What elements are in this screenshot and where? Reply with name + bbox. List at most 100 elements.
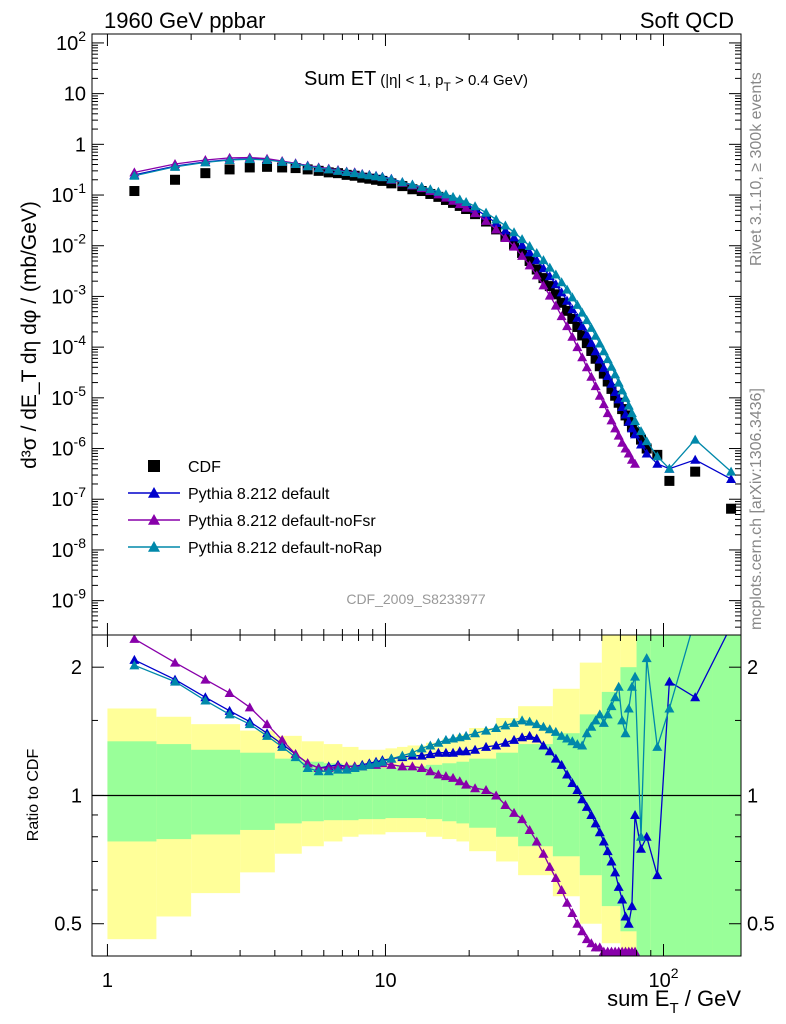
mc-point-1 bbox=[577, 321, 588, 331]
mc-point-3 bbox=[277, 156, 288, 166]
mc-point-3 bbox=[610, 369, 621, 379]
ratio-point-2 bbox=[333, 764, 344, 774]
legend-marker bbox=[148, 541, 160, 552]
mc-point-2 bbox=[602, 408, 613, 418]
stat-uncertainty-band bbox=[156, 744, 192, 840]
stat-uncertainty-band bbox=[396, 766, 408, 819]
mc-point-3 bbox=[652, 451, 663, 461]
cdf-point bbox=[550, 289, 561, 300]
stat-uncertainty-band bbox=[274, 758, 302, 824]
legend-label: Pythia 8.212 default bbox=[188, 486, 330, 503]
y-tick-label: 102 bbox=[56, 28, 86, 55]
mc-point-2 bbox=[562, 321, 573, 331]
stat-uncertainty-band bbox=[107, 741, 157, 842]
ratio-y-tick-label: 1 bbox=[71, 785, 82, 807]
ratio-point-2 bbox=[613, 681, 624, 691]
mc-point-2 bbox=[481, 215, 492, 225]
ratio-point-2 bbox=[623, 703, 634, 713]
ratio-point-0 bbox=[690, 692, 701, 702]
cdf-point bbox=[129, 186, 140, 197]
ratio-point-0 bbox=[606, 856, 617, 866]
ratio-point-0 bbox=[594, 827, 605, 837]
ratio-point-0 bbox=[652, 870, 663, 880]
ratio-point-0 bbox=[517, 732, 528, 742]
ratio-point-2 bbox=[461, 730, 472, 740]
ratio-point-0 bbox=[556, 759, 567, 769]
mc-point-2 bbox=[598, 399, 609, 409]
mc-point-1 bbox=[586, 337, 597, 347]
ratio-point-2 bbox=[586, 721, 597, 731]
mc-point-1 bbox=[531, 255, 542, 265]
main-frame: 102 10 1 10-1 10-2 10-3 10-4 10-5 10-6 10-7 10-8 10… bbox=[18, 28, 742, 636]
mc-point-1 bbox=[509, 232, 520, 242]
ratio-point-2 bbox=[129, 660, 140, 670]
ratio-point-1 bbox=[386, 759, 397, 769]
cdf-point bbox=[562, 305, 573, 316]
stat-uncertainty-band bbox=[323, 763, 343, 821]
mc-point-3 bbox=[170, 161, 181, 171]
mc-point-2 bbox=[491, 224, 502, 234]
ratio-point-1 bbox=[277, 734, 288, 744]
mc-point-3 bbox=[440, 189, 451, 199]
cdf-point bbox=[277, 162, 288, 173]
mc-point-1 bbox=[598, 362, 609, 372]
mc-point-3 bbox=[635, 426, 646, 436]
x-tick-label: 10 bbox=[374, 970, 396, 992]
mc-point-3 bbox=[448, 191, 459, 201]
ratio-point-0 bbox=[481, 741, 492, 751]
mc-point-2 bbox=[500, 233, 511, 243]
y-tick-label: 1 bbox=[75, 134, 86, 156]
mc-point-3 bbox=[461, 196, 472, 206]
ratio-point-2 bbox=[544, 724, 555, 734]
ratio-point-2 bbox=[349, 762, 360, 772]
ratio-point-2 bbox=[567, 736, 578, 746]
ratio-point-2 bbox=[386, 753, 397, 763]
stat-uncertainty-band bbox=[685, 635, 713, 956]
stat-uncertainty-band bbox=[712, 635, 741, 956]
ratio-point-2 bbox=[630, 671, 641, 681]
mc-point-3 bbox=[244, 154, 255, 164]
ratio-frame: 0.5 0.5 1 1 2 2 1 10 102 Ratio to CDF sum ET / GeV bbox=[25, 634, 775, 1017]
mc-point-3 bbox=[690, 434, 701, 444]
mc-point-2 bbox=[567, 331, 578, 341]
ratio-point-2 bbox=[481, 725, 492, 735]
mc-point-2 bbox=[556, 311, 567, 321]
ratio-point-1 bbox=[509, 807, 520, 817]
ratio-point-1 bbox=[491, 790, 502, 800]
ratio-point-2 bbox=[277, 741, 288, 751]
stat-uncertainty-band bbox=[636, 635, 651, 956]
mc-point-2 bbox=[594, 390, 605, 400]
mc-point-1 bbox=[500, 225, 511, 235]
ratio-point-2 bbox=[224, 709, 235, 719]
mc-point-1 bbox=[641, 448, 652, 458]
ratio-point-0 bbox=[544, 746, 555, 756]
mc-point-2 bbox=[470, 208, 481, 218]
cdf-point bbox=[602, 376, 613, 387]
y-tick-label: 10-1 bbox=[51, 180, 86, 207]
ratio-point-1 bbox=[594, 942, 605, 952]
ratio-point-0 bbox=[538, 740, 549, 750]
ratio-point-1 bbox=[129, 635, 140, 643]
stat-uncertainty-band bbox=[579, 714, 602, 876]
cdf-point bbox=[690, 466, 701, 477]
ratio-point-1 bbox=[454, 776, 465, 786]
ratio-point-2 bbox=[664, 703, 675, 713]
mc-point-3 bbox=[481, 207, 492, 217]
ratio-ylabel: Ratio to CDF bbox=[25, 749, 42, 842]
ratio-point-1 bbox=[433, 769, 444, 779]
mc-point-1 bbox=[606, 378, 617, 388]
mc-point-3 bbox=[425, 184, 436, 194]
ratio-point-2 bbox=[470, 728, 481, 738]
ratio-point-2 bbox=[302, 762, 313, 772]
ratio-point-2 bbox=[620, 728, 631, 738]
legend-label: Pythia 8.212 default-noFsr bbox=[188, 513, 376, 530]
ratio-point-0 bbox=[630, 809, 641, 819]
ratio-point-2 bbox=[425, 740, 436, 750]
mc-point-2 bbox=[581, 362, 592, 372]
cdf-point bbox=[606, 383, 617, 394]
mc-point-3 bbox=[567, 292, 578, 302]
ratio-point-0 bbox=[602, 846, 613, 856]
ratio-y-tick-label-right: 1 bbox=[747, 785, 758, 807]
cdf-point bbox=[664, 475, 675, 486]
